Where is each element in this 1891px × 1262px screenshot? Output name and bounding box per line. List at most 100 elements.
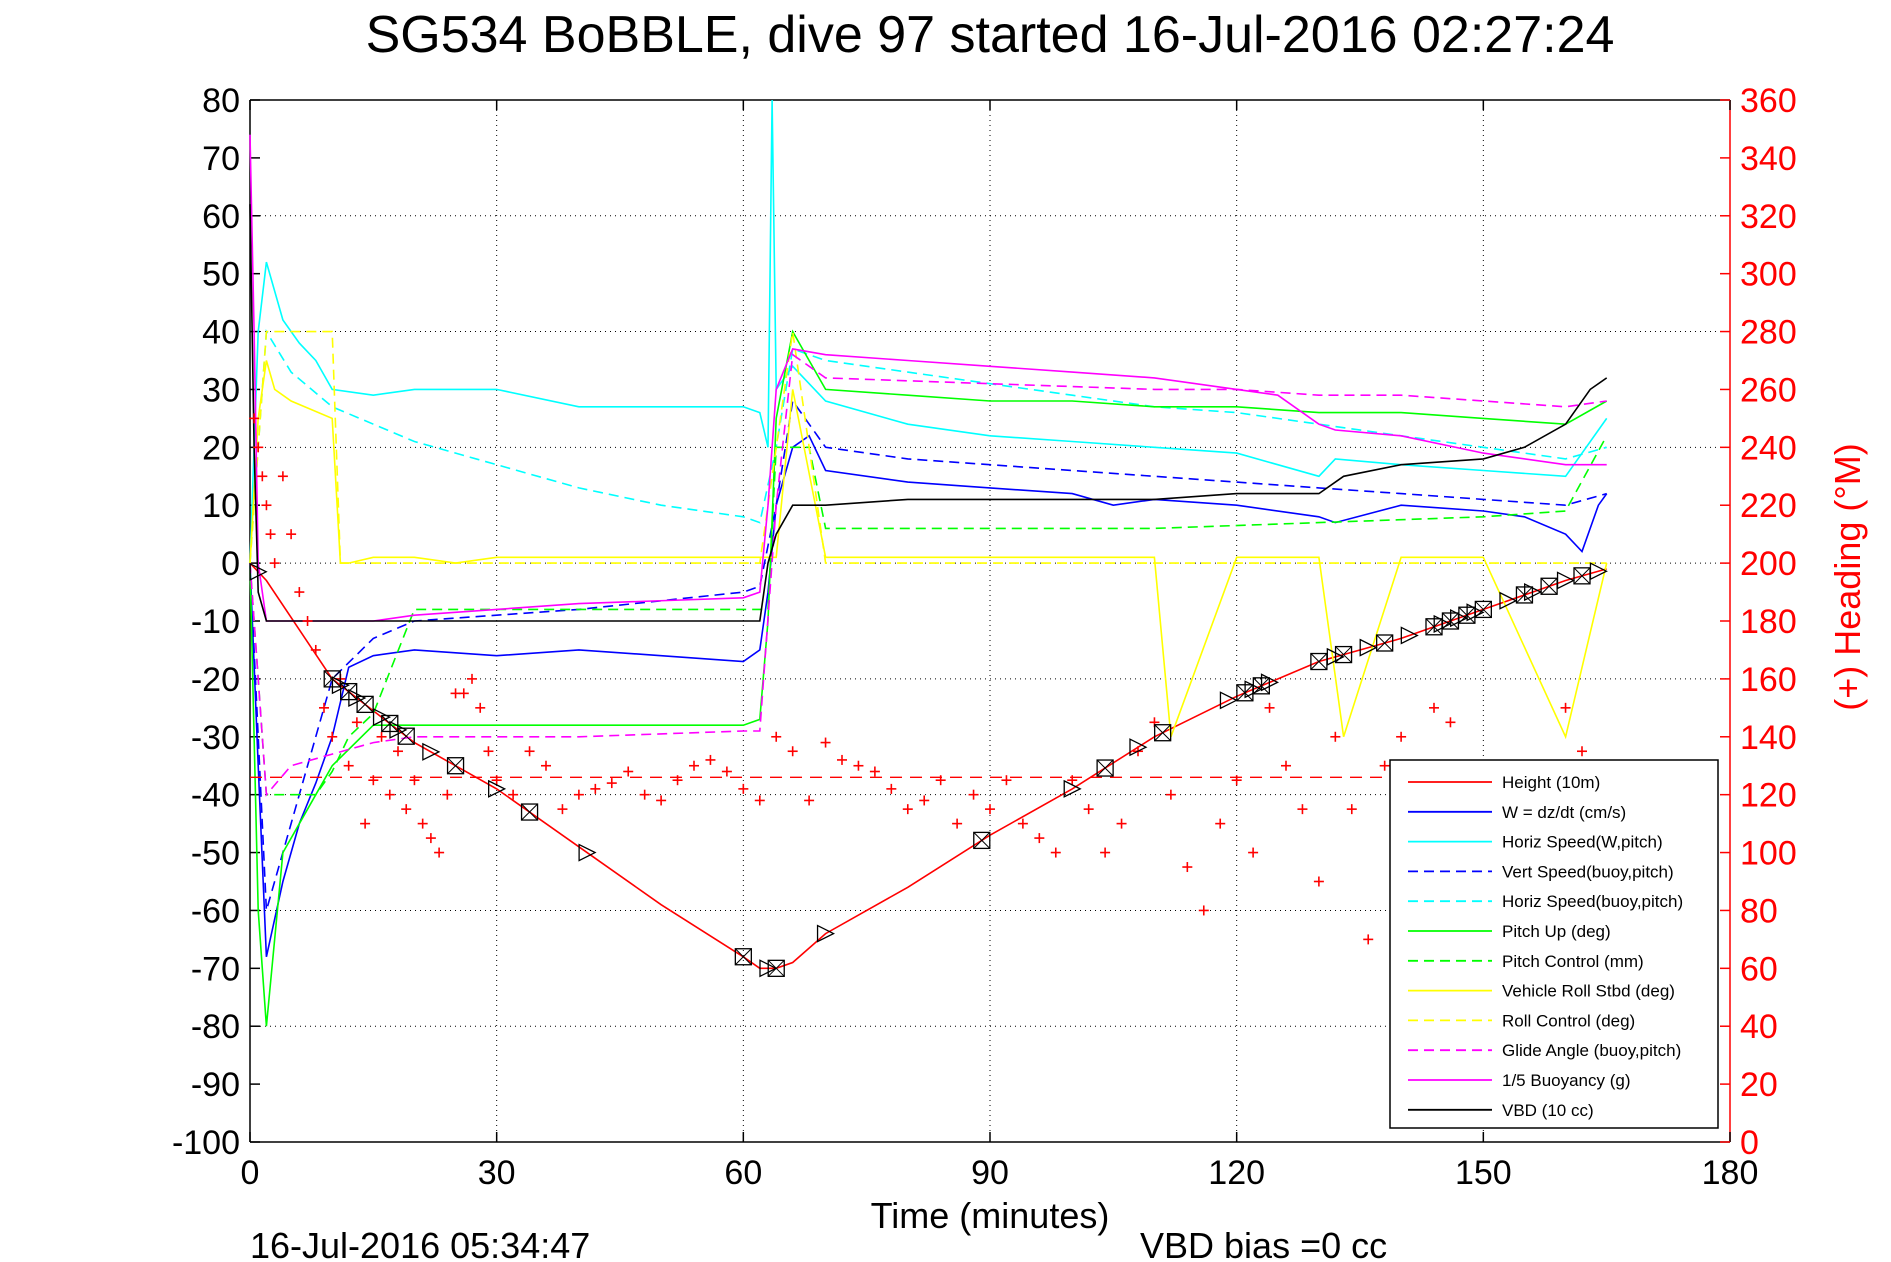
y-right-tick-label: 160 <box>1740 661 1797 699</box>
legend-box <box>1389 759 1719 1129</box>
y-tick-label: -50 <box>191 835 240 873</box>
y-right-tick-label: 300 <box>1740 256 1797 294</box>
heading-point <box>771 731 782 742</box>
heading-point <box>1050 847 1061 858</box>
heading-point <box>804 795 815 806</box>
heading-point <box>1560 702 1571 713</box>
y-right-tick-label: 200 <box>1740 545 1797 583</box>
heading-point <box>672 775 683 786</box>
heading-point <box>1182 862 1193 873</box>
heading-point <box>483 746 494 757</box>
heading-point <box>886 783 897 794</box>
heading-point <box>656 795 667 806</box>
heading-point <box>1429 702 1439 713</box>
heading-point <box>968 789 979 800</box>
height-marker-box <box>1154 724 1172 742</box>
y-right-tick-label: 60 <box>1740 950 1778 988</box>
height-marker-box <box>446 757 465 775</box>
x-tick-label: 60 <box>724 1154 762 1192</box>
x-tick-label: 90 <box>971 1154 1009 1192</box>
height-marker-triangle <box>488 779 507 798</box>
height-marker-triangle <box>1219 691 1238 710</box>
heading-point <box>705 754 716 765</box>
x-tick-label: 180 <box>1702 1154 1759 1192</box>
heading-point <box>639 789 650 800</box>
legend-label: Vehicle Roll Stbd (deg) <box>1502 982 1675 1001</box>
heading-point <box>1313 876 1324 887</box>
legend-label: Horiz Speed(buoy,pitch) <box>1502 892 1683 911</box>
height-marker-box <box>397 727 415 745</box>
y-right-tick-label: 40 <box>1740 1008 1778 1046</box>
y-tick-label: 40 <box>202 314 240 352</box>
heading-point <box>1346 804 1357 815</box>
legend-label: Horiz Speed(W,pitch) <box>1502 833 1663 852</box>
legend-label: W = dz/dt (cm/s) <box>1502 803 1626 822</box>
height-marker-box-rect <box>1096 759 1114 777</box>
heading-point <box>458 688 469 699</box>
heading-point <box>573 789 584 800</box>
heading-point <box>935 775 946 786</box>
heading-point <box>1297 804 1308 815</box>
heading-point <box>1577 746 1587 757</box>
heading-point <box>302 616 313 626</box>
height-marker-box-rect <box>734 948 752 966</box>
height-marker-box <box>356 695 374 714</box>
legend-label: 1/5 Buoyancy (g) <box>1502 1071 1631 1090</box>
heading-point <box>310 644 321 655</box>
height-marker-box-rect <box>356 695 374 714</box>
heading-point <box>491 775 502 786</box>
heading-point <box>409 775 420 786</box>
series-pitch_ctrl <box>249 435 1608 796</box>
footer-date: 16-Jul-2016 05:34:47 <box>250 1225 590 1262</box>
y-tick-label: 80 <box>202 82 240 120</box>
series-roll_ctrl <box>249 330 1607 564</box>
height-marker-triangle <box>578 843 597 862</box>
heading-point <box>902 804 913 815</box>
heading-point <box>1116 818 1127 829</box>
x-tick-label: 150 <box>1455 1154 1512 1192</box>
height-marker-box-diag2 <box>397 727 415 745</box>
height-marker-triangle <box>816 924 836 943</box>
height-marker-box-rect <box>1154 724 1172 742</box>
height-marker-box-diag2 <box>1474 601 1492 618</box>
height-marker-box <box>973 831 991 850</box>
height-marker-box-rect <box>973 831 991 850</box>
y-right-axis-label: (+) Heading (°M) <box>1827 443 1868 710</box>
height-marker-box-diag2 <box>1096 759 1114 777</box>
height-marker-box <box>1334 645 1353 664</box>
heading-point <box>1281 760 1291 771</box>
heading-point <box>249 413 260 424</box>
height-marker-box-rect <box>446 757 465 775</box>
y-right-tick-label: 260 <box>1740 371 1797 409</box>
series-glide <box>249 353 1607 797</box>
heading-point <box>1215 818 1226 829</box>
height-marker-box-diag2 <box>1376 634 1394 652</box>
height-marker-box <box>1376 634 1394 652</box>
series-vert_buoy <box>249 398 1607 911</box>
x-tick-label: 30 <box>478 1154 516 1192</box>
heading-point <box>401 804 412 815</box>
height-marker-triangle <box>1499 591 1518 610</box>
heading-point <box>265 529 276 540</box>
legend: Height (10m) W = dz/dt (cm/s) Horiz Speed(… <box>1389 759 1719 1129</box>
y-right-tick-label: 240 <box>1740 429 1797 467</box>
heading-point <box>1248 847 1259 858</box>
heading-point <box>837 754 847 765</box>
heading-point <box>257 471 268 482</box>
height-marker-box-diag2 <box>734 948 752 966</box>
heading-point <box>261 500 272 511</box>
heading-point <box>1067 775 1078 786</box>
height-marker-box-diag2 <box>521 803 538 821</box>
series-horiz_w <box>249 99 1608 564</box>
height-marker-box-diag2 <box>1310 653 1328 670</box>
heading-point <box>721 766 732 777</box>
y-tick-label: -70 <box>191 950 240 988</box>
height-markers <box>249 562 1608 978</box>
footer-vbd-bias: VBD bias =0 cc <box>1140 1225 1387 1262</box>
heading-point <box>1445 717 1456 728</box>
x-tick-label: 120 <box>1208 1154 1265 1192</box>
y-tick-label: -100 <box>172 1124 240 1162</box>
height-marker-box <box>1096 759 1114 777</box>
heading-point <box>1100 847 1111 858</box>
